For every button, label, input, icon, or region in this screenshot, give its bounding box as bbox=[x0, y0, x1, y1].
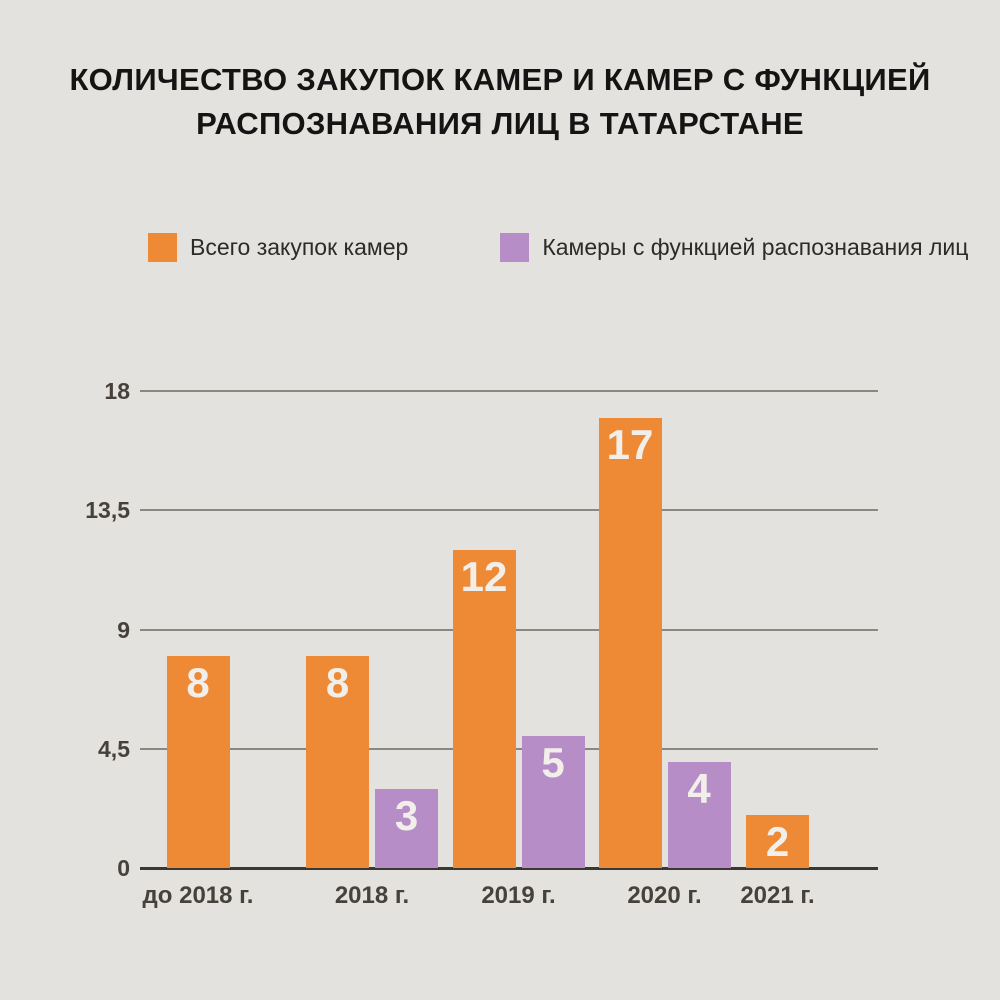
bar-total-до-2018-г-: 8 bbox=[166, 656, 230, 868]
bar-value-label: 4 bbox=[687, 765, 711, 812]
bar-value-label: 8 bbox=[325, 659, 350, 706]
chart-title-line-1: КОЛИЧЕСТВО ЗАКУПОК КАМЕР И КАМЕР С ФУНКЦ… bbox=[69, 62, 931, 97]
legend-label-face-recognition: Камеры с функцией распознавания лиц bbox=[542, 234, 969, 260]
gridline bbox=[140, 390, 878, 392]
y-axis-tick-label: 9 bbox=[117, 616, 130, 643]
y-axis-tick-label: 4,5 bbox=[98, 735, 130, 762]
x-axis-category-label: до 2018 г. bbox=[142, 882, 254, 909]
bar-total-2019-г-: 12 bbox=[452, 550, 516, 868]
chart-title-line-2: РАСПОЗНАВАНИЯ ЛИЦ В ТАТАРСТАНЕ bbox=[196, 106, 804, 141]
bar-value-label: 8 bbox=[186, 659, 210, 706]
bar-value-label: 12 bbox=[460, 553, 508, 600]
gridline bbox=[140, 509, 878, 512]
legend-label-total-purchases: Всего закупок камер bbox=[190, 234, 409, 260]
bar-total-2021-г-: 2 bbox=[746, 815, 809, 868]
bar-value-label: 2 bbox=[765, 818, 790, 865]
bar-value-label: 3 bbox=[394, 791, 419, 839]
y-axis-tick-label: 18 bbox=[104, 378, 130, 404]
bar-value-label: 5 bbox=[541, 738, 565, 786]
x-axis-category-label: 2019 г. bbox=[481, 882, 556, 909]
chart-title: КОЛИЧЕСТВО ЗАКУПОК КАМЕР И КАМЕР С ФУНКЦ… bbox=[0, 58, 1000, 146]
bar-total-2020-г-: 17 bbox=[598, 417, 662, 868]
legend-swatch-purple bbox=[500, 233, 530, 262]
legend-swatch-orange bbox=[148, 233, 177, 262]
bar-value-label: 17 bbox=[606, 420, 654, 468]
x-axis-category-label: 2021 г. bbox=[740, 882, 815, 909]
legend-item-total-purchases: Всего закупок камер bbox=[148, 233, 408, 262]
x-axis-line bbox=[140, 867, 878, 870]
bar-face-recognition-2019-г-: 5 bbox=[521, 735, 585, 868]
y-axis-tick-label: 13,5 bbox=[85, 497, 130, 524]
y-axis-tick-label: 0 bbox=[117, 855, 130, 881]
legend: Всего закупок камер Камеры с функцией ра… bbox=[148, 233, 968, 262]
bar-total-2018-г-: 8 bbox=[306, 656, 369, 868]
bar-face-recognition-2018-г-: 3 bbox=[375, 788, 438, 868]
x-axis-category-label: 2018 г. bbox=[334, 882, 410, 909]
x-axis-category-label: 2020 г. bbox=[627, 882, 702, 909]
legend-item-face-recognition: Камеры с функцией распознавания лиц bbox=[500, 233, 968, 262]
bar-face-recognition-2020-г-: 4 bbox=[667, 762, 731, 868]
